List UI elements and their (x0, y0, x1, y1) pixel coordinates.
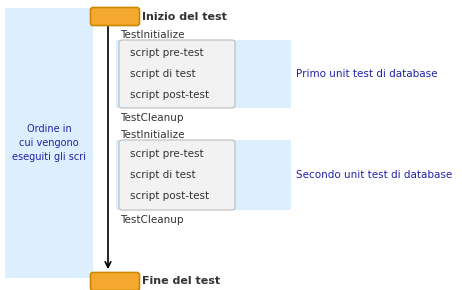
Text: Inizio del test: Inizio del test (142, 12, 227, 21)
FancyBboxPatch shape (116, 40, 291, 108)
Text: script di test: script di test (130, 69, 195, 79)
Text: TestCleanup: TestCleanup (120, 113, 183, 123)
FancyBboxPatch shape (91, 8, 140, 26)
FancyBboxPatch shape (5, 8, 93, 278)
Text: Ordine in
cui vengono
eseguiti gli scri: Ordine in cui vengono eseguiti gli scri (12, 124, 86, 162)
FancyBboxPatch shape (116, 140, 291, 210)
Text: script di test: script di test (130, 170, 195, 180)
FancyBboxPatch shape (91, 273, 140, 290)
Text: script pre-test: script pre-test (130, 149, 204, 159)
Text: script post-test: script post-test (130, 191, 209, 201)
Text: TestCleanup: TestCleanup (120, 215, 183, 225)
FancyBboxPatch shape (119, 40, 235, 108)
Text: Fine del test: Fine del test (142, 276, 220, 287)
Text: Primo unit test di database: Primo unit test di database (296, 69, 438, 79)
Text: TestInitialize: TestInitialize (120, 130, 184, 140)
Text: Secondo unit test di database: Secondo unit test di database (296, 170, 452, 180)
Text: script post-test: script post-test (130, 90, 209, 100)
Text: script pre-test: script pre-test (130, 48, 204, 58)
Text: TestInitialize: TestInitialize (120, 30, 184, 40)
FancyBboxPatch shape (119, 140, 235, 210)
